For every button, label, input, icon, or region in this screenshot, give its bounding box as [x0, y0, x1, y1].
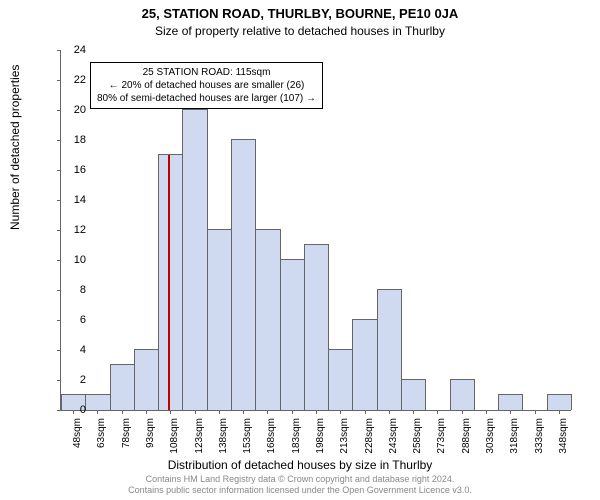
histogram-bar [182, 109, 207, 410]
y-tick-label: 2 [80, 374, 86, 386]
y-tick-mark [57, 170, 61, 171]
histogram-bar [450, 379, 475, 410]
x-tick-mark [146, 410, 147, 414]
histogram-bar [207, 229, 232, 410]
x-tick-label: 153sqm [242, 418, 253, 458]
x-tick-mark [486, 410, 487, 414]
x-tick-label: 258sqm [412, 418, 423, 458]
x-tick-label: 228sqm [364, 418, 375, 458]
x-tick-mark [243, 410, 244, 414]
x-tick-label: 78sqm [121, 418, 132, 458]
x-tick-label: 168sqm [266, 418, 277, 458]
x-tick-mark [122, 410, 123, 414]
x-tick-mark [437, 410, 438, 414]
y-tick-label: 4 [80, 344, 86, 356]
y-tick-mark [57, 350, 61, 351]
histogram-bar [280, 259, 305, 410]
histogram-bar [85, 394, 110, 410]
y-tick-mark [57, 320, 61, 321]
y-tick-mark [57, 140, 61, 141]
histogram-bar [158, 154, 183, 410]
x-tick-mark [292, 410, 293, 414]
x-tick-label: 108sqm [169, 418, 180, 458]
y-tick-label: 24 [74, 44, 86, 56]
x-tick-mark [365, 410, 366, 414]
y-tick-label: 16 [74, 164, 86, 176]
y-tick-mark [57, 200, 61, 201]
y-tick-label: 6 [80, 314, 86, 326]
x-tick-label: 123sqm [194, 418, 205, 458]
marker-line [168, 155, 170, 410]
chart-container: 25, STATION ROAD, THURLBY, BOURNE, PE10 … [0, 0, 600, 500]
histogram-bar [255, 229, 280, 410]
histogram-bar [231, 139, 256, 410]
x-tick-label: 288sqm [461, 418, 472, 458]
y-tick-mark [57, 50, 61, 51]
x-tick-mark [389, 410, 390, 414]
x-tick-label: 48sqm [72, 418, 83, 458]
x-tick-mark [535, 410, 536, 414]
x-tick-mark [73, 410, 74, 414]
x-tick-label: 213sqm [339, 418, 350, 458]
annotation-line3: 80% of semi-detached houses are larger (… [97, 92, 316, 105]
histogram-bar [328, 349, 353, 410]
y-tick-mark [57, 290, 61, 291]
y-tick-label: 20 [74, 104, 86, 116]
y-tick-mark [57, 230, 61, 231]
x-tick-label: 93sqm [145, 418, 156, 458]
y-tick-mark [57, 380, 61, 381]
x-tick-label: 198sqm [315, 418, 326, 458]
y-axis-label: Number of detached properties [8, 65, 22, 230]
x-tick-label: 303sqm [485, 418, 496, 458]
histogram-bar [498, 394, 523, 410]
y-tick-mark [57, 260, 61, 261]
histogram-bar [352, 319, 377, 410]
y-tick-mark [57, 110, 61, 111]
x-tick-label: 138sqm [218, 418, 229, 458]
x-tick-mark [219, 410, 220, 414]
y-tick-label: 14 [74, 194, 86, 206]
x-tick-label: 273sqm [436, 418, 447, 458]
annotation-line2: ← 20% of detached houses are smaller (26… [97, 79, 316, 92]
x-tick-label: 243sqm [388, 418, 399, 458]
x-tick-mark [316, 410, 317, 414]
histogram-bar [547, 394, 572, 410]
histogram-bar [134, 349, 159, 410]
x-tick-label: 348sqm [558, 418, 569, 458]
y-tick-mark [57, 80, 61, 81]
histogram-bar [110, 364, 135, 410]
histogram-bar [304, 244, 329, 410]
x-tick-label: 318sqm [509, 418, 520, 458]
x-tick-mark [559, 410, 560, 414]
histogram-bar [401, 379, 426, 410]
x-tick-mark [413, 410, 414, 414]
x-tick-mark [462, 410, 463, 414]
credits-line2: Contains public sector information licen… [0, 485, 600, 496]
annotation-line1: 25 STATION ROAD: 115sqm [97, 66, 316, 79]
x-tick-mark [267, 410, 268, 414]
y-tick-label: 22 [74, 74, 86, 86]
x-tick-label: 63sqm [96, 418, 107, 458]
y-tick-label: 8 [80, 284, 86, 296]
y-tick-label: 12 [74, 224, 86, 236]
x-axis-label: Distribution of detached houses by size … [0, 458, 600, 472]
annotation-box: 25 STATION ROAD: 115sqm← 20% of detached… [90, 62, 323, 109]
x-tick-label: 183sqm [291, 418, 302, 458]
title-sub: Size of property relative to detached ho… [0, 24, 600, 38]
y-tick-label: 0 [80, 404, 86, 416]
histogram-bar [377, 289, 402, 410]
x-tick-mark [97, 410, 98, 414]
credits: Contains HM Land Registry data © Crown c… [0, 474, 600, 496]
credits-line1: Contains HM Land Registry data © Crown c… [0, 474, 600, 485]
x-tick-mark [170, 410, 171, 414]
x-tick-mark [195, 410, 196, 414]
title-main: 25, STATION ROAD, THURLBY, BOURNE, PE10 … [0, 6, 600, 21]
x-tick-mark [510, 410, 511, 414]
x-tick-mark [340, 410, 341, 414]
y-tick-label: 10 [74, 254, 86, 266]
y-tick-mark [57, 410, 61, 411]
x-tick-label: 333sqm [534, 418, 545, 458]
y-tick-label: 18 [74, 134, 86, 146]
